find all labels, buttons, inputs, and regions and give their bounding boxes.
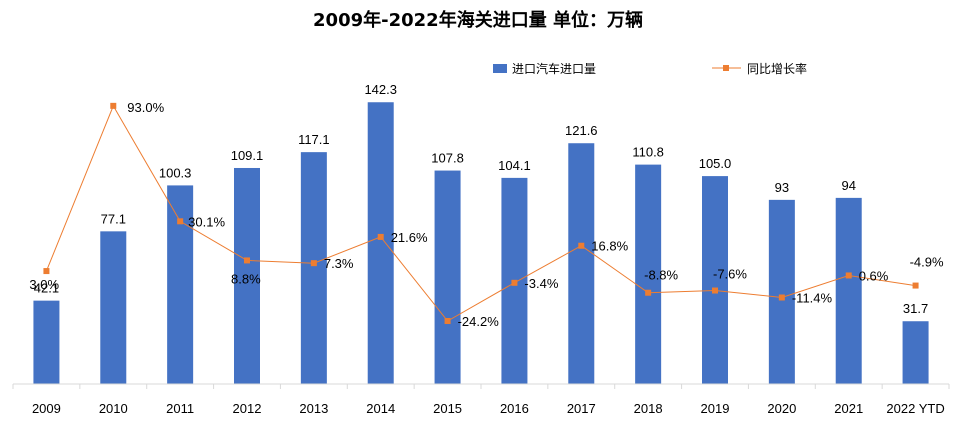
x-tick-label: 2011: [166, 401, 194, 416]
bar-value-label: 110.8: [632, 145, 664, 160]
line-marker: [244, 257, 250, 264]
bar: [568, 143, 595, 384]
x-tick-label: 2017: [567, 401, 596, 416]
legend-bar-swatch: [493, 64, 507, 73]
bar-value-label: 142.3: [364, 82, 397, 97]
x-tick-label: 2009: [32, 401, 61, 416]
line-marker: [778, 294, 785, 301]
legend-bar-label: 进口汽车进口量: [512, 61, 596, 76]
legend-line-label: 同比增长率: [747, 61, 807, 76]
bar-value-label: 94: [841, 178, 855, 193]
bar: [902, 321, 929, 384]
line-marker: [578, 242, 585, 249]
line-value-label: -11.4%: [792, 290, 833, 305]
line-value-label: 7.3%: [324, 256, 354, 271]
x-tick-label: 2016: [500, 401, 529, 416]
line-value-label: 93.0%: [127, 100, 164, 115]
bar-value-label: 107.8: [431, 151, 464, 166]
bar-value-label: 77.1: [101, 211, 126, 226]
x-tick-label: 2012: [233, 401, 262, 416]
x-tick-label: 2010: [99, 401, 128, 416]
line-marker: [845, 272, 852, 279]
line-value-label: 30.1%: [188, 214, 225, 229]
chart-title: 2009年-2022年海关进口量 单位：万辆: [313, 9, 643, 31]
line-value-label: -7.6%: [713, 267, 747, 282]
line-marker: [43, 268, 50, 275]
x-axis: 2009 2010 2011 2012 2013 2014 2015 2016 2017 2018…: [12, 383, 950, 416]
bar-value-label: 121.6: [565, 123, 598, 138]
line-value-label: -3.4%: [524, 276, 558, 291]
bar: [100, 231, 127, 384]
line-marker: [310, 260, 317, 267]
growth-rate-line: [45, 104, 916, 322]
line-value-label: 3.0%: [29, 277, 59, 292]
line-marker: [712, 287, 718, 294]
line-marker: [511, 279, 518, 286]
line-value-label: 0.6%: [859, 268, 889, 283]
x-tick-label: 2021: [834, 401, 863, 416]
line-value-label: -8.8%: [644, 268, 678, 283]
line-marker: [377, 233, 384, 240]
line-value-label: 16.8%: [591, 239, 628, 254]
line-marker: [444, 317, 451, 324]
x-tick-label: 2020: [767, 401, 796, 416]
x-tick-label: 2019: [701, 401, 730, 416]
bar-value-label: 117.1: [298, 132, 330, 147]
line-value-label: 21.6%: [391, 230, 428, 245]
line-value-label: -24.2%: [458, 314, 500, 329]
bar: [300, 152, 327, 384]
bar: [768, 199, 795, 384]
bar: [702, 176, 728, 384]
x-tick-label: 2018: [634, 401, 663, 416]
bar-value-label: 42.1: [34, 281, 59, 296]
bar-value-label: 100.3: [159, 165, 192, 180]
x-tick-label: 2014: [366, 401, 395, 416]
line-marker: [110, 102, 117, 109]
line-marker: [912, 282, 919, 289]
legend-line-marker: [723, 65, 729, 71]
bar: [434, 170, 461, 384]
bar-value-label: 93: [775, 180, 789, 195]
line-series: 3.0% 93.0% 30.1% 8.8% 7.3% 21.6% -24.2% -3.4% 16…: [29, 100, 944, 329]
line-marker: [177, 218, 184, 225]
line-marker: [645, 289, 652, 296]
x-tick-label: 2022 YTD: [886, 401, 944, 416]
x-tick-label: 2013: [299, 401, 328, 416]
bar: [835, 197, 862, 384]
line-value-label: 8.8%: [231, 271, 261, 286]
bar: [635, 164, 662, 384]
bar-series: 42.1 77.1 100.3 109.1 117.1 142.3 107.8 104.1 12…: [33, 82, 929, 384]
bar-value-label: 109.1: [231, 148, 264, 163]
legend: 进口汽车进口量 同比增长率: [493, 61, 807, 76]
bar: [367, 102, 394, 384]
bar-value-label: 31.7: [903, 301, 928, 316]
line-value-label: -4.9%: [910, 255, 944, 270]
bar: [234, 167, 260, 384]
bar-value-label: 104.1: [498, 158, 531, 173]
bar: [33, 300, 60, 384]
bar-value-label: 105.0: [699, 156, 732, 171]
x-tick-label: 2015: [433, 401, 462, 416]
